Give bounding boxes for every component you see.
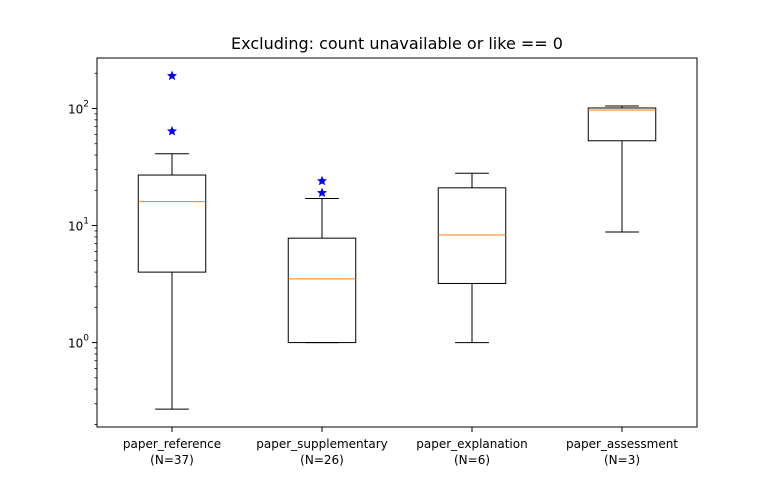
y-tick-label: 102 (68, 99, 89, 116)
iqr-box (587, 107, 657, 142)
x-tick-count-label: (N=26) (300, 453, 344, 467)
x-tick-count-label: (N=37) (150, 453, 194, 467)
x-tick-label: paper_reference (123, 437, 221, 451)
y-tick-label: 100 (68, 334, 89, 351)
outlier-marker (166, 125, 178, 136)
box-paper-supplementary (287, 175, 357, 344)
outlier-marker (316, 175, 328, 186)
iqr-box (437, 187, 507, 284)
x-tick-count-label: (N=3) (604, 453, 640, 467)
box-paper-assessment (587, 105, 657, 233)
outlier-marker (316, 187, 328, 198)
y-axis: 100 101 102 (68, 72, 97, 425)
chart-title: Excluding: count unavailable or like == … (231, 34, 563, 53)
x-tick-count-label: (N=6) (454, 453, 490, 467)
box-paper-explanation (437, 172, 507, 344)
x-axis: paper_reference (N=37) paper_supplementary… (123, 427, 678, 467)
outlier-marker (166, 70, 178, 81)
x-tick-label: paper_explanation (416, 437, 527, 451)
plot-frame (96, 57, 698, 428)
x-tick-label: paper_supplementary (256, 437, 387, 451)
y-tick-label: 101 (68, 217, 89, 234)
x-tick-label: paper_assessment (566, 437, 678, 451)
iqr-box (287, 237, 357, 344)
box-paper-reference (137, 70, 207, 410)
iqr-box (137, 174, 207, 273)
plot-area (137, 70, 657, 410)
